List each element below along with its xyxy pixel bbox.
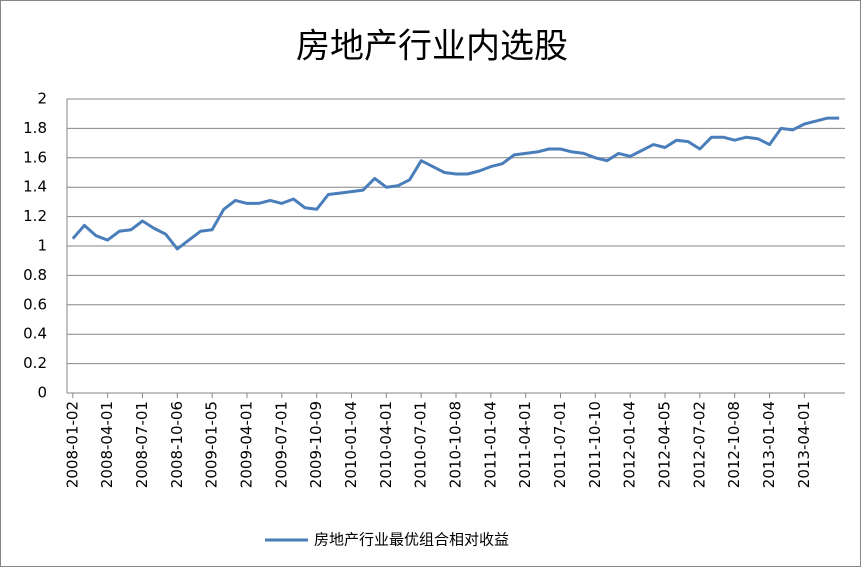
y-tick-label: 1 — [37, 237, 47, 255]
y-tick-label: 0.2 — [23, 354, 47, 372]
x-tick-label: 2011-04-01 — [516, 401, 534, 488]
x-tick-label: 2013-04-01 — [795, 401, 813, 488]
x-tick-label: 2010-01-04 — [342, 401, 360, 488]
x-tick-label: 2008-07-01 — [133, 401, 151, 488]
y-tick-label: 0.4 — [23, 325, 47, 343]
x-tick-label: 2008-10-06 — [168, 401, 186, 488]
y-tick-label: 0.6 — [23, 295, 47, 313]
chart-title: 房地产行业内选股 — [296, 27, 568, 67]
x-tick-label: 2008-01-02 — [63, 401, 81, 488]
x-tick-label: 2008-04-01 — [98, 401, 116, 488]
legend-label: 房地产行业最优组合相对收益 — [314, 531, 509, 549]
x-tick-label: 2012-01-04 — [621, 401, 639, 488]
x-tick-label: 2010-07-01 — [412, 401, 430, 488]
x-tick-label: 2009-04-01 — [237, 401, 255, 488]
y-tick-label: 1.8 — [23, 119, 47, 137]
x-tick-label: 2011-07-01 — [551, 401, 569, 488]
x-tick-label: 2011-01-04 — [481, 401, 499, 488]
x-tick-label: 2012-07-02 — [690, 401, 708, 488]
y-tick-label: 2 — [37, 90, 47, 108]
x-tick-label: 2012-10-08 — [725, 401, 743, 488]
y-tick-label: 1.4 — [23, 178, 47, 196]
data-line — [71, 116, 840, 251]
y-tick-label: 0.8 — [23, 266, 47, 284]
y-tick-label: 1.6 — [23, 148, 47, 166]
y-tick-label: 1.2 — [23, 207, 47, 225]
x-tick-label: 2009-07-01 — [272, 401, 290, 488]
x-tick-label: 2009-10-09 — [307, 401, 325, 488]
x-tick-label: 2010-10-08 — [447, 401, 465, 488]
y-tick-label: 0 — [37, 384, 47, 402]
x-tick-label: 2013-01-04 — [760, 401, 778, 488]
x-tick-label: 2009-01-05 — [203, 401, 221, 488]
x-tick-label: 2010-04-01 — [377, 401, 395, 488]
x-tick-label: 2011-10-10 — [586, 401, 604, 488]
x-tick-label: 2012-04-05 — [656, 401, 674, 488]
